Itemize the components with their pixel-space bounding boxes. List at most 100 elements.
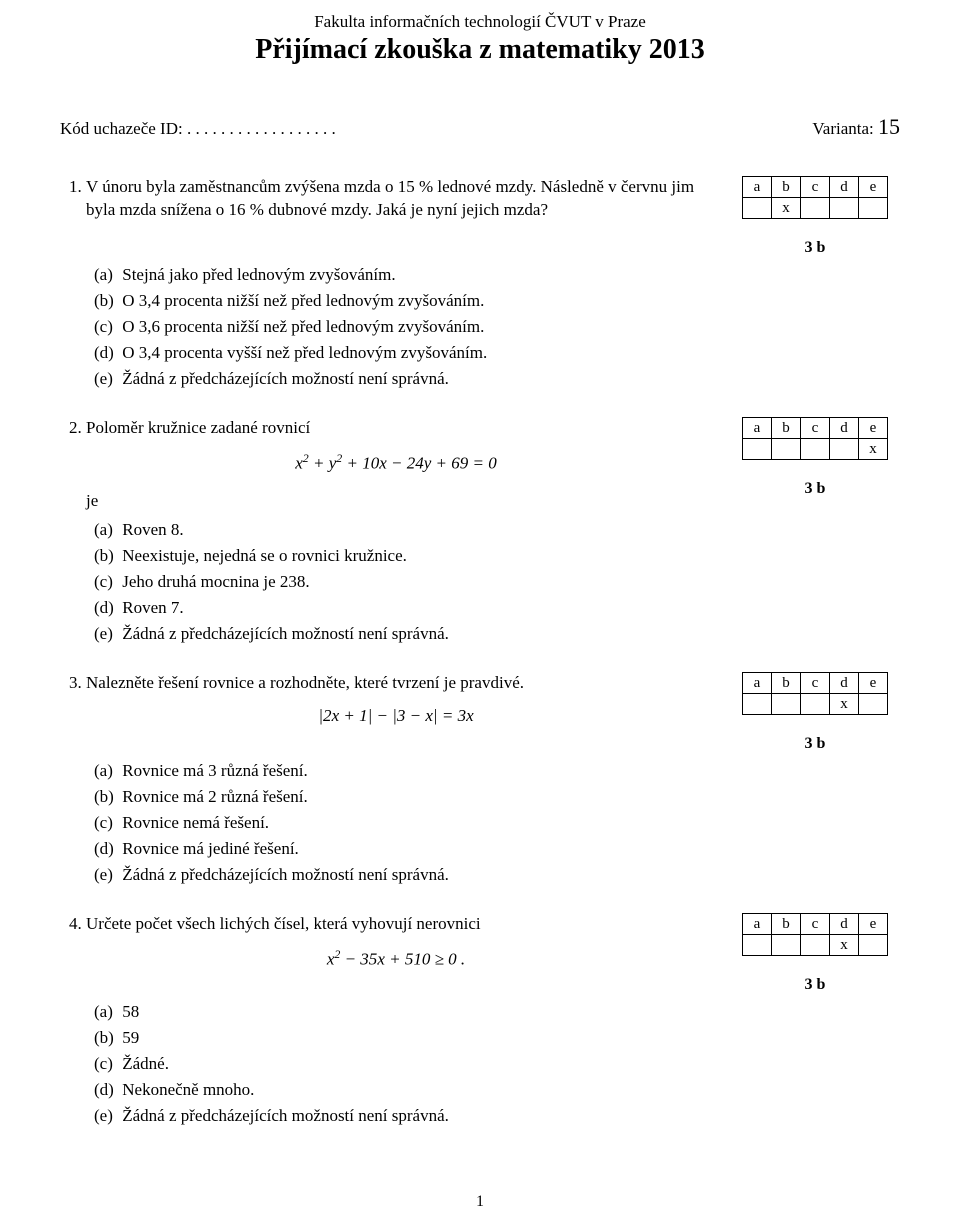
option: (a) 58 (94, 1002, 900, 1022)
answer-grid-cell (801, 198, 830, 219)
candidate-id-dots: . . . . . . . . . . . . . . . . . . (187, 119, 336, 138)
answer-grid-header: a (743, 177, 772, 198)
option-label: (c) (94, 1054, 118, 1074)
option-label: (a) (94, 1002, 118, 1022)
option-text: Rovnice má jediné řešení. (122, 839, 299, 858)
option-label: (e) (94, 369, 118, 389)
answer-grid-cell (743, 935, 772, 956)
question-text: Určete počet všech lichých čísel, která … (86, 914, 481, 933)
option: (c) Jeho druhá mocnina je 238. (94, 572, 900, 592)
answer-grid-cell-marked: x (830, 935, 859, 956)
option: (d) Roven 7. (94, 598, 900, 618)
answer-grid-cell (859, 935, 888, 956)
option-text: 59 (122, 1028, 139, 1047)
option-label: (a) (94, 520, 118, 540)
option-text: Nekonečně mnoho. (122, 1080, 254, 1099)
answer-grid-header: e (859, 914, 888, 935)
option-text: Roven 7. (122, 598, 183, 617)
option: (a) Roven 8. (94, 520, 900, 540)
points-label: 3 b (730, 976, 900, 994)
candidate-id: Kód uchazeče ID: . . . . . . . . . . . .… (60, 119, 336, 139)
answer-grid-cell (772, 694, 801, 715)
options-list: (a) Roven 8. (b) Neexistuje, nejedná se … (86, 520, 900, 644)
answer-grid-header: a (743, 418, 772, 439)
answer-grid-header: b (772, 914, 801, 935)
option-label: (b) (94, 546, 118, 566)
answer-grid-header: c (801, 177, 830, 198)
option-text: Žádná z předcházejících možností není sp… (122, 369, 449, 388)
answer-grid-header: c (801, 914, 830, 935)
answer-grid-cell (772, 935, 801, 956)
option-label: (e) (94, 865, 118, 885)
answer-grid-header: d (830, 177, 859, 198)
option: (e) Žádná z předcházejících možností nen… (94, 369, 900, 389)
question-text: Nalezněte řešení rovnice a rozhodněte, k… (86, 673, 524, 692)
option-text: Žádná z předcházejících možností není sp… (122, 624, 449, 643)
option-text: Rovnice má 3 různá řešení. (122, 761, 308, 780)
answer-grid-header: d (830, 914, 859, 935)
answer-grid-cell-marked: x (772, 198, 801, 219)
page-number: 1 (0, 1193, 960, 1211)
option: (b) Rovnice má 2 různá řešení. (94, 787, 900, 807)
page: Fakulta informačních technologií ČVUT v … (0, 0, 960, 1231)
option-label: (a) (94, 265, 118, 285)
option: (c) Rovnice nemá řešení. (94, 813, 900, 833)
answer-grid-cell (801, 439, 830, 460)
option-label: (e) (94, 624, 118, 644)
variant-value: 15 (878, 114, 900, 139)
answer-grid-cell (830, 439, 859, 460)
answer-grid-cell (859, 198, 888, 219)
answer-grid-header: c (801, 673, 830, 694)
meta-row: Kód uchazeče ID: . . . . . . . . . . . .… (60, 114, 900, 140)
option: (d) Nekonečně mnoho. (94, 1080, 900, 1100)
option: (a) Stejná jako před lednovým zvyšováním… (94, 265, 900, 285)
answer-grid-header: a (743, 673, 772, 694)
answer-grid-cell-marked: x (859, 439, 888, 460)
option: (b) O 3,4 procenta nižší než před lednov… (94, 291, 900, 311)
answer-grid-header: c (801, 418, 830, 439)
answer-grid-header: e (859, 418, 888, 439)
equation: |2x + 1| − |3 − x| = 3x (86, 705, 706, 728)
answer-grid-cell (743, 198, 772, 219)
option-label: (d) (94, 1080, 118, 1100)
option-text: Roven 8. (122, 520, 183, 539)
answer-box: a b c d e x (730, 913, 900, 994)
header-title: Přijímací zkouška z matematiky 2013 (60, 34, 900, 66)
points-label: 3 b (730, 480, 900, 498)
option: (c) Žádné. (94, 1054, 900, 1074)
option-label: (d) (94, 839, 118, 859)
option-text: Žádná z předcházejících možností není sp… (122, 865, 449, 884)
answer-grid-cell (801, 935, 830, 956)
option-text: Žádná z předcházejících možností není sp… (122, 1106, 449, 1125)
options-list: (a) 58 (b) 59 (c) Žádné. (d) Nekonečně m… (86, 1002, 900, 1126)
answer-grid-cell (830, 198, 859, 219)
option-label: (b) (94, 787, 118, 807)
answer-grid: a b c d e x (742, 913, 888, 956)
points-label: 3 b (730, 239, 900, 257)
option: (b) Neexistuje, nejedná se o rovnici kru… (94, 546, 900, 566)
option-label: (b) (94, 291, 118, 311)
answer-grid-cell (772, 439, 801, 460)
option: (a) Rovnice má 3 různá řešení. (94, 761, 900, 781)
option-label: (d) (94, 343, 118, 363)
option-label: (c) (94, 572, 118, 592)
option-text: Žádné. (122, 1054, 169, 1073)
answer-grid-header: d (830, 418, 859, 439)
answer-grid-cell-marked: x (830, 694, 859, 715)
answer-grid-header: e (859, 177, 888, 198)
answer-grid-header: d (830, 673, 859, 694)
answer-grid-header: b (772, 177, 801, 198)
option-text: Rovnice má 2 různá řešení. (122, 787, 308, 806)
option-label: (b) (94, 1028, 118, 1048)
answer-grid: a b c d e x (742, 672, 888, 715)
option-text: 58 (122, 1002, 139, 1021)
variant: Varianta: 15 (812, 114, 900, 140)
options-list: (a) Rovnice má 3 různá řešení. (b) Rovni… (86, 761, 900, 885)
option-text: Neexistuje, nejedná se o rovnici kružnic… (122, 546, 407, 565)
option-label: (d) (94, 598, 118, 618)
question-text: Poloměr kružnice zadané rovnicí (86, 418, 310, 437)
question: V únoru byla zaměstnancům zvýšena mzda o… (86, 176, 900, 389)
option: (e) Žádná z předcházejících možností nen… (94, 865, 900, 885)
question-trailing: je (86, 490, 706, 513)
points-label: 3 b (730, 735, 900, 753)
